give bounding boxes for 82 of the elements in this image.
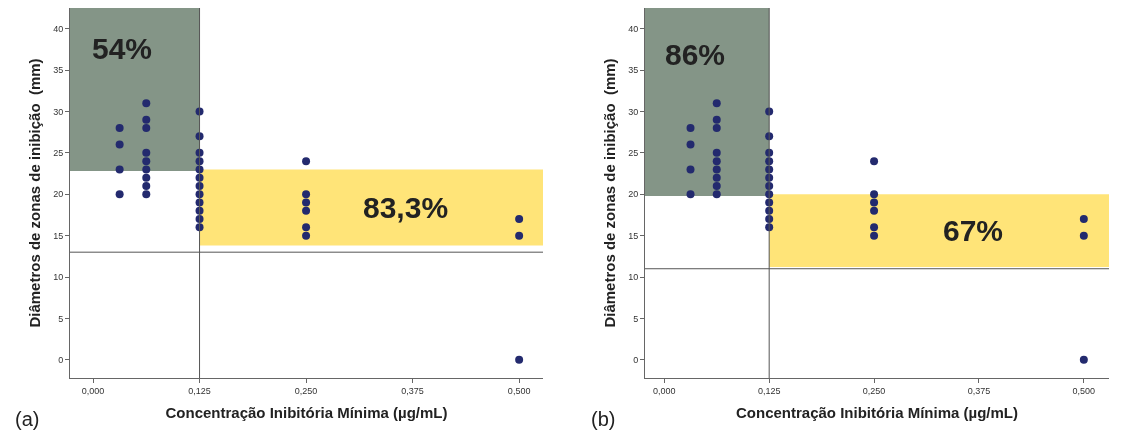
y-axis-title: Diâmetros de zonas de inibição (mm)	[601, 58, 619, 328]
point	[302, 190, 311, 199]
x-axis-title: Concentração Inibitória Mínima (µg/mL)	[736, 403, 1018, 421]
point	[686, 140, 695, 149]
y-axis-title: Diâmetros de zonas de inibição (mm)	[26, 58, 44, 328]
point	[515, 355, 524, 364]
y-tick-label: 5	[58, 313, 64, 324]
x-tick-label: 0,250	[294, 385, 318, 396]
point	[142, 173, 151, 182]
y-tick-label: 10	[628, 272, 639, 283]
x-tick-label: 0,125	[188, 385, 211, 396]
point	[712, 124, 721, 133]
x-tick-label: 0,000	[653, 385, 676, 396]
point	[142, 99, 151, 108]
text: (a)	[15, 408, 40, 430]
point	[515, 215, 524, 224]
x-tick-label: 0,500	[507, 385, 531, 396]
x-tick-label: 0,500	[1072, 385, 1096, 396]
point	[302, 198, 311, 207]
y-tick-label: 20	[628, 189, 639, 200]
y-tick-label: 0	[58, 354, 64, 365]
point	[142, 157, 151, 166]
point	[712, 148, 721, 157]
point	[115, 140, 124, 149]
point	[142, 148, 151, 157]
y-tick-label: 10	[53, 272, 64, 283]
y-tick-label: 15	[628, 230, 639, 241]
point	[686, 124, 695, 133]
x-axis-title: Concentração Inibitória Mínima (µg/mL)	[165, 403, 448, 421]
point	[712, 190, 721, 199]
point	[870, 198, 879, 207]
point	[302, 223, 311, 232]
point	[686, 165, 695, 174]
x-tick-label: 0,250	[862, 385, 886, 396]
y-tick-label: 40	[628, 23, 639, 34]
y-tick-label: 25	[628, 148, 639, 158]
point	[142, 181, 151, 190]
point	[142, 115, 151, 124]
y-tick-label: 25	[53, 148, 64, 158]
point	[870, 190, 879, 199]
y-tick-label: 20	[53, 189, 64, 200]
point	[712, 115, 721, 124]
point	[142, 190, 151, 199]
point	[870, 157, 879, 166]
point	[870, 231, 879, 240]
point	[1079, 215, 1088, 224]
point	[302, 157, 311, 166]
point	[115, 190, 124, 199]
y-tick-label: 35	[53, 65, 64, 76]
y-tick-label: 30	[53, 106, 64, 117]
band-label: 83,3%	[363, 191, 449, 224]
point	[115, 124, 124, 133]
point	[712, 157, 721, 166]
point	[1079, 355, 1088, 364]
y-tick-label: 30	[628, 106, 639, 117]
point	[712, 173, 721, 182]
point	[712, 165, 721, 174]
point	[515, 231, 524, 240]
y-tick-label: 15	[53, 230, 64, 241]
point	[302, 206, 311, 215]
y-tick-label: 5	[633, 313, 639, 324]
x-tick-label: 0,000	[81, 385, 105, 396]
point	[115, 165, 124, 174]
point	[142, 165, 151, 174]
point	[142, 124, 151, 133]
y-tick-label: 0	[633, 354, 639, 365]
y-tick-label: 40	[53, 23, 64, 34]
y-tick-label: 35	[628, 65, 639, 76]
band-label: 67%	[943, 214, 1004, 247]
band-label: 54%	[92, 32, 153, 65]
x-tick-label: 0,125	[757, 385, 781, 396]
point	[712, 99, 721, 108]
point	[686, 190, 695, 199]
point	[870, 206, 879, 215]
point	[302, 231, 311, 240]
x-tick-label: 0,375	[967, 385, 991, 396]
point	[870, 223, 879, 232]
x-tick-label: 0,375	[401, 385, 424, 396]
band-label: 86%	[665, 38, 726, 71]
point	[712, 181, 721, 190]
text: (b)	[591, 408, 616, 430]
point	[1079, 231, 1088, 240]
